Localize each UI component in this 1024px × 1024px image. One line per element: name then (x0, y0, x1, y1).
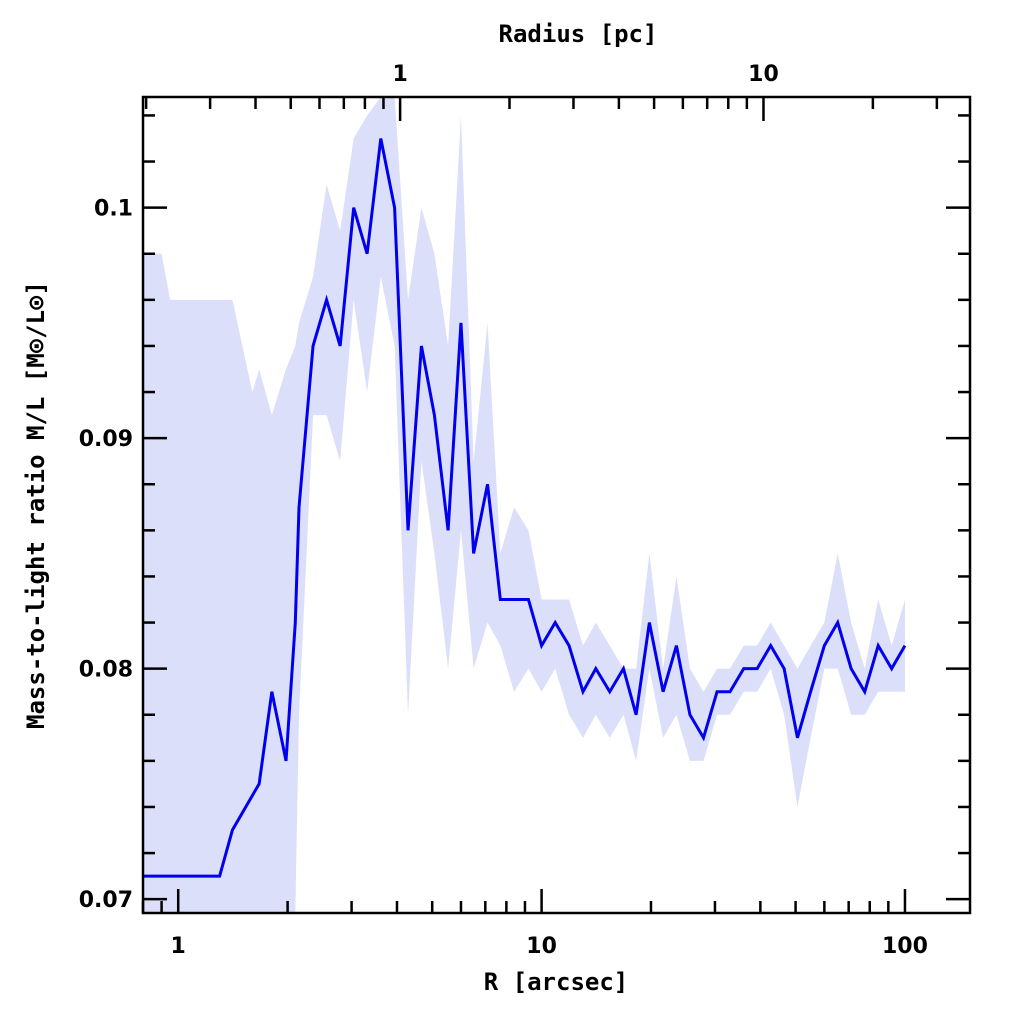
y-tick-label: 0.1 (94, 197, 133, 222)
x-tick-label: 1 (171, 934, 186, 959)
error-band-layer (143, 97, 905, 913)
y-tick-label: 0.07 (79, 888, 133, 913)
ml-profile-line (143, 138, 907, 878)
top-axis-title: Radius [pc] (499, 20, 658, 48)
x-axis-title: R [arcsec] (484, 968, 629, 996)
x2-tick-label: 10 (748, 62, 779, 87)
x-tick-label: 100 (882, 934, 928, 959)
y-tick-label: 0.09 (79, 427, 133, 452)
plot-frame (141, 95, 972, 915)
tick-layer: 1 10 100 1 10 0.07 0.08 0.09 0.1 (79, 62, 970, 959)
error-band (143, 97, 905, 913)
y-tick-label: 0.08 (79, 658, 133, 683)
x2-tick-label: 1 (392, 62, 407, 87)
data-line-layer (143, 138, 907, 878)
x-tick-label: 10 (526, 934, 557, 959)
y-axis-title: Mass-to-light ratio M/L [M⊙/L⊙] (22, 281, 50, 729)
